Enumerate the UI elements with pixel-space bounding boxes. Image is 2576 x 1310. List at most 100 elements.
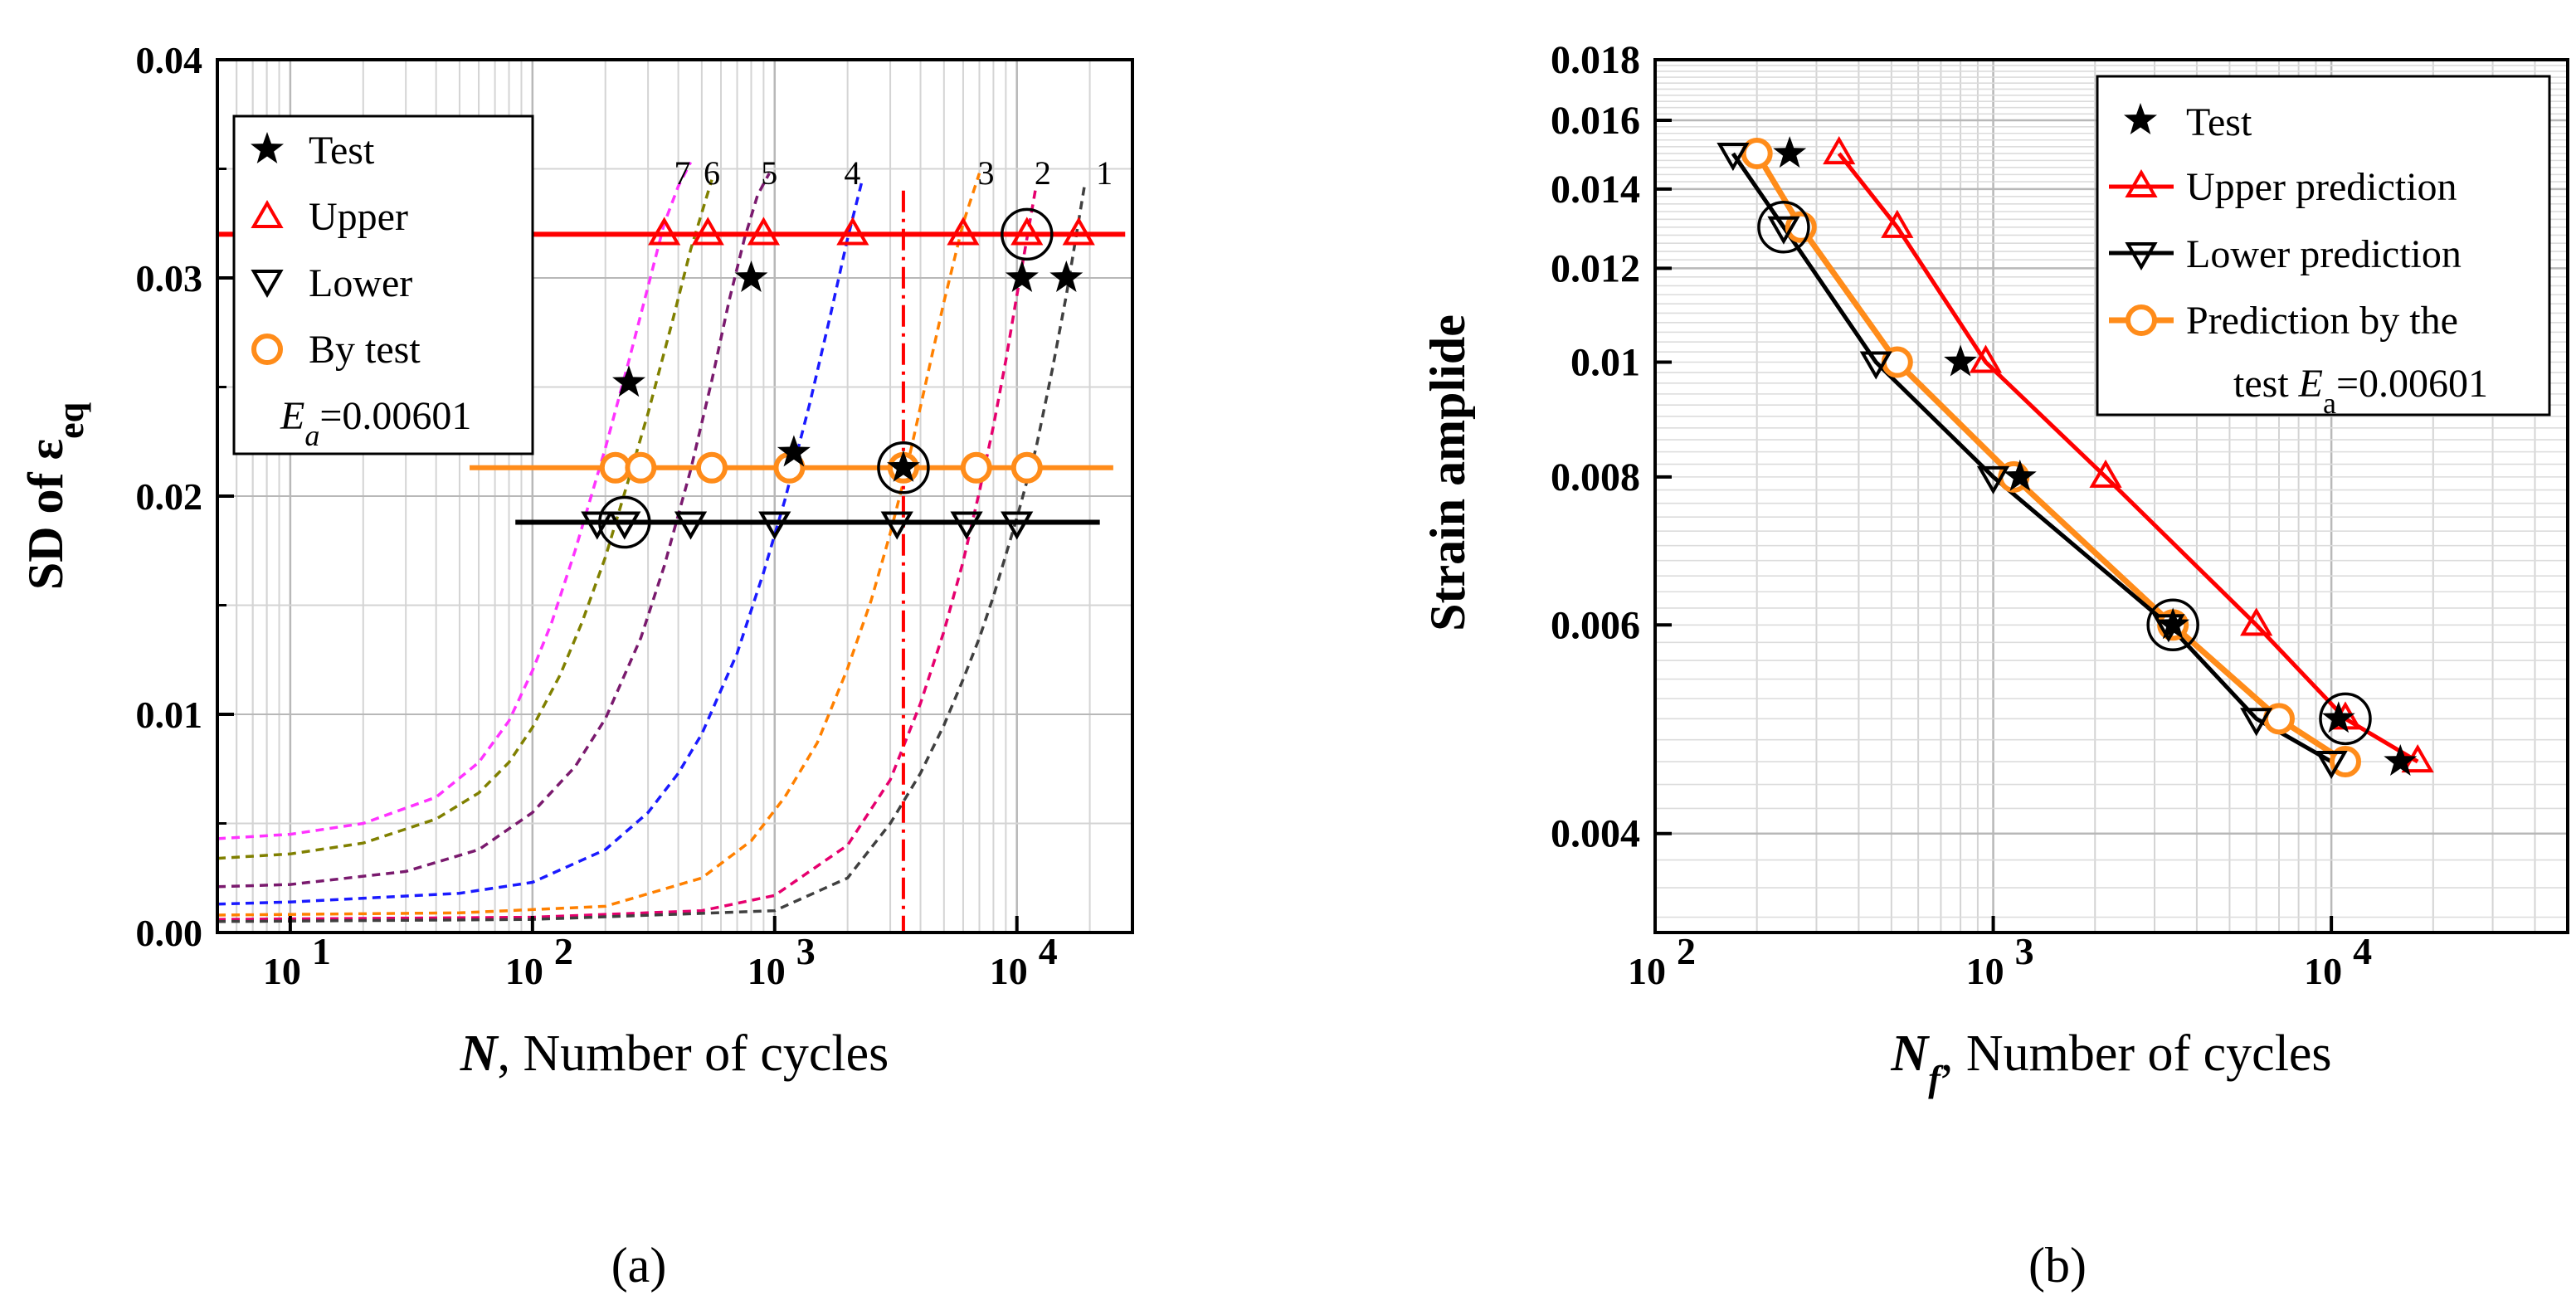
curve-label-4: 4: [844, 154, 860, 192]
plot-frame-b: [1653, 58, 2569, 934]
upper-point-a: [1010, 217, 1044, 246]
y-tick-label-b: 0.018: [1551, 38, 1640, 82]
test-point-a: [887, 450, 920, 482]
bytest-point-a: [1010, 451, 1043, 484]
y-tick-label-b: 0.014: [1551, 168, 1640, 212]
upper-point-b: [2240, 607, 2273, 636]
legend-a: Test Upper Lower By test Ea=0.00601: [232, 114, 534, 455]
legend-lower-marker-b: [2125, 241, 2158, 271]
y-tick-label-a: 0.04: [136, 39, 203, 81]
x-tick-exp-b: 2: [1677, 930, 1696, 972]
bytest-point-a: [960, 451, 992, 484]
test-point-b: [1773, 136, 1807, 168]
curve-label-5: 5: [761, 154, 777, 192]
curve-2: [217, 186, 1038, 921]
upper-point-a: [947, 217, 980, 246]
test-point-b: [2384, 744, 2418, 776]
legend-upper-label-b: Upper prediction: [2186, 165, 2457, 209]
lower-line-b: [1731, 152, 2333, 764]
lower-point-a: [880, 511, 913, 540]
x-axis-label-a: N, Number of cycles: [460, 1025, 889, 1082]
x-tick-label-b: 10: [2304, 950, 2342, 992]
test-point-a: [734, 261, 768, 292]
upper-point-b: [1823, 136, 1856, 165]
bytest-point-a: [599, 451, 631, 484]
x-tick-label-a: 10: [747, 950, 786, 992]
y-tick-label-a: 0.03: [136, 257, 203, 299]
y-tick-label-b: 0.01: [1570, 340, 1640, 384]
test-point-b: [2156, 607, 2190, 640]
lower-point-b: [1859, 351, 1892, 380]
y-axis-label-a: SD of εeq: [18, 402, 91, 590]
test-point-a: [1049, 261, 1083, 292]
legend-test-label-a: Test: [309, 129, 375, 173]
legend-test-marker-b: [2124, 103, 2157, 134]
legend-lower-marker-a: [251, 269, 284, 299]
lower-point-a: [581, 511, 614, 540]
x-tick-exp-a: 3: [796, 930, 816, 972]
curve-label-3: 3: [977, 154, 994, 192]
curve-label-1: 1: [1096, 154, 1113, 192]
test-point-b: [2003, 459, 2037, 491]
upper-point-b: [2089, 459, 2122, 488]
upper-point-a: [648, 217, 681, 246]
y-tick-label-b: 0.006: [1551, 603, 1640, 647]
upper-point-a: [836, 217, 869, 246]
legend-upper-marker-a: [251, 199, 284, 229]
lower-point-a: [1001, 511, 1034, 540]
x-tick-label-a: 10: [263, 950, 301, 992]
bytest-point-a: [695, 451, 728, 484]
y-tick-label-b: 0.016: [1551, 99, 1640, 143]
test-point-a: [612, 365, 645, 397]
lower-point-a: [950, 511, 983, 540]
x-tick-exp-a: 2: [554, 930, 573, 972]
lower-point-a: [608, 511, 641, 540]
y-tick-label-b: 0.008: [1551, 455, 1640, 499]
bytest-point-b: [1741, 138, 1773, 170]
lower-point-a: [674, 511, 708, 540]
legend-test-label-b: Test: [2186, 100, 2252, 144]
legend-bytest-marker-a: [251, 334, 283, 365]
bytest-point-a: [625, 451, 657, 484]
x-tick-label-b: 10: [1966, 950, 2004, 992]
legend-upper-label-a: Upper: [309, 195, 408, 239]
panel-label-b: (b): [2028, 1238, 2087, 1293]
x-tick-label-b: 10: [1628, 950, 1666, 992]
x-tick-exp-b: 4: [2353, 930, 2372, 972]
lower-point-b: [2240, 708, 2273, 737]
upper-point-a: [691, 217, 724, 246]
test-point-a: [1005, 261, 1039, 292]
upper-point-b: [1881, 209, 1914, 238]
x-axis-label-b: Nf, Number of cycles: [1890, 1025, 2331, 1099]
y-tick-label-b: 0.012: [1551, 246, 1640, 290]
lower-point-a: [758, 511, 791, 540]
circled-point-b: [2146, 598, 2199, 652]
circled-point-b: [1757, 201, 1810, 254]
curve-6: [217, 179, 713, 860]
lower-point-b: [2315, 750, 2348, 780]
markers-a: [581, 207, 1095, 549]
legend-test-marker-a: [251, 132, 284, 163]
lower-point-b: [1717, 143, 1750, 172]
chart-b: 0.004 0.006 0.008 0.01 0.012 0.014 0.016 0.018 1…: [1420, 38, 2569, 1099]
y-tick-label-a: 0.00: [136, 912, 203, 954]
panel-label-a: (a): [611, 1238, 667, 1293]
circled-point-b: [2319, 692, 2372, 746]
legend-bytest-label-b: Prediction by the: [2186, 299, 2458, 343]
y-tick-label-a: 0.01: [136, 694, 203, 736]
curve-label-6: 6: [704, 154, 720, 192]
curve-5: [217, 172, 771, 889]
legend-bytest-label-a: By test: [309, 328, 421, 372]
legend-upper-marker-b: [2125, 168, 2158, 198]
test-point-b: [2321, 701, 2355, 733]
y-tick-label-b: 0.004: [1551, 812, 1640, 856]
legend-bytest-marker-b: [2126, 304, 2157, 336]
lower-point-b: [1976, 465, 2010, 494]
curve-7: [217, 161, 693, 840]
legend-b: Test Upper prediction Lower prediction P…: [2096, 75, 2551, 420]
legend-lower-label-a: Lower: [309, 261, 412, 305]
markers-b: [1717, 136, 2434, 780]
